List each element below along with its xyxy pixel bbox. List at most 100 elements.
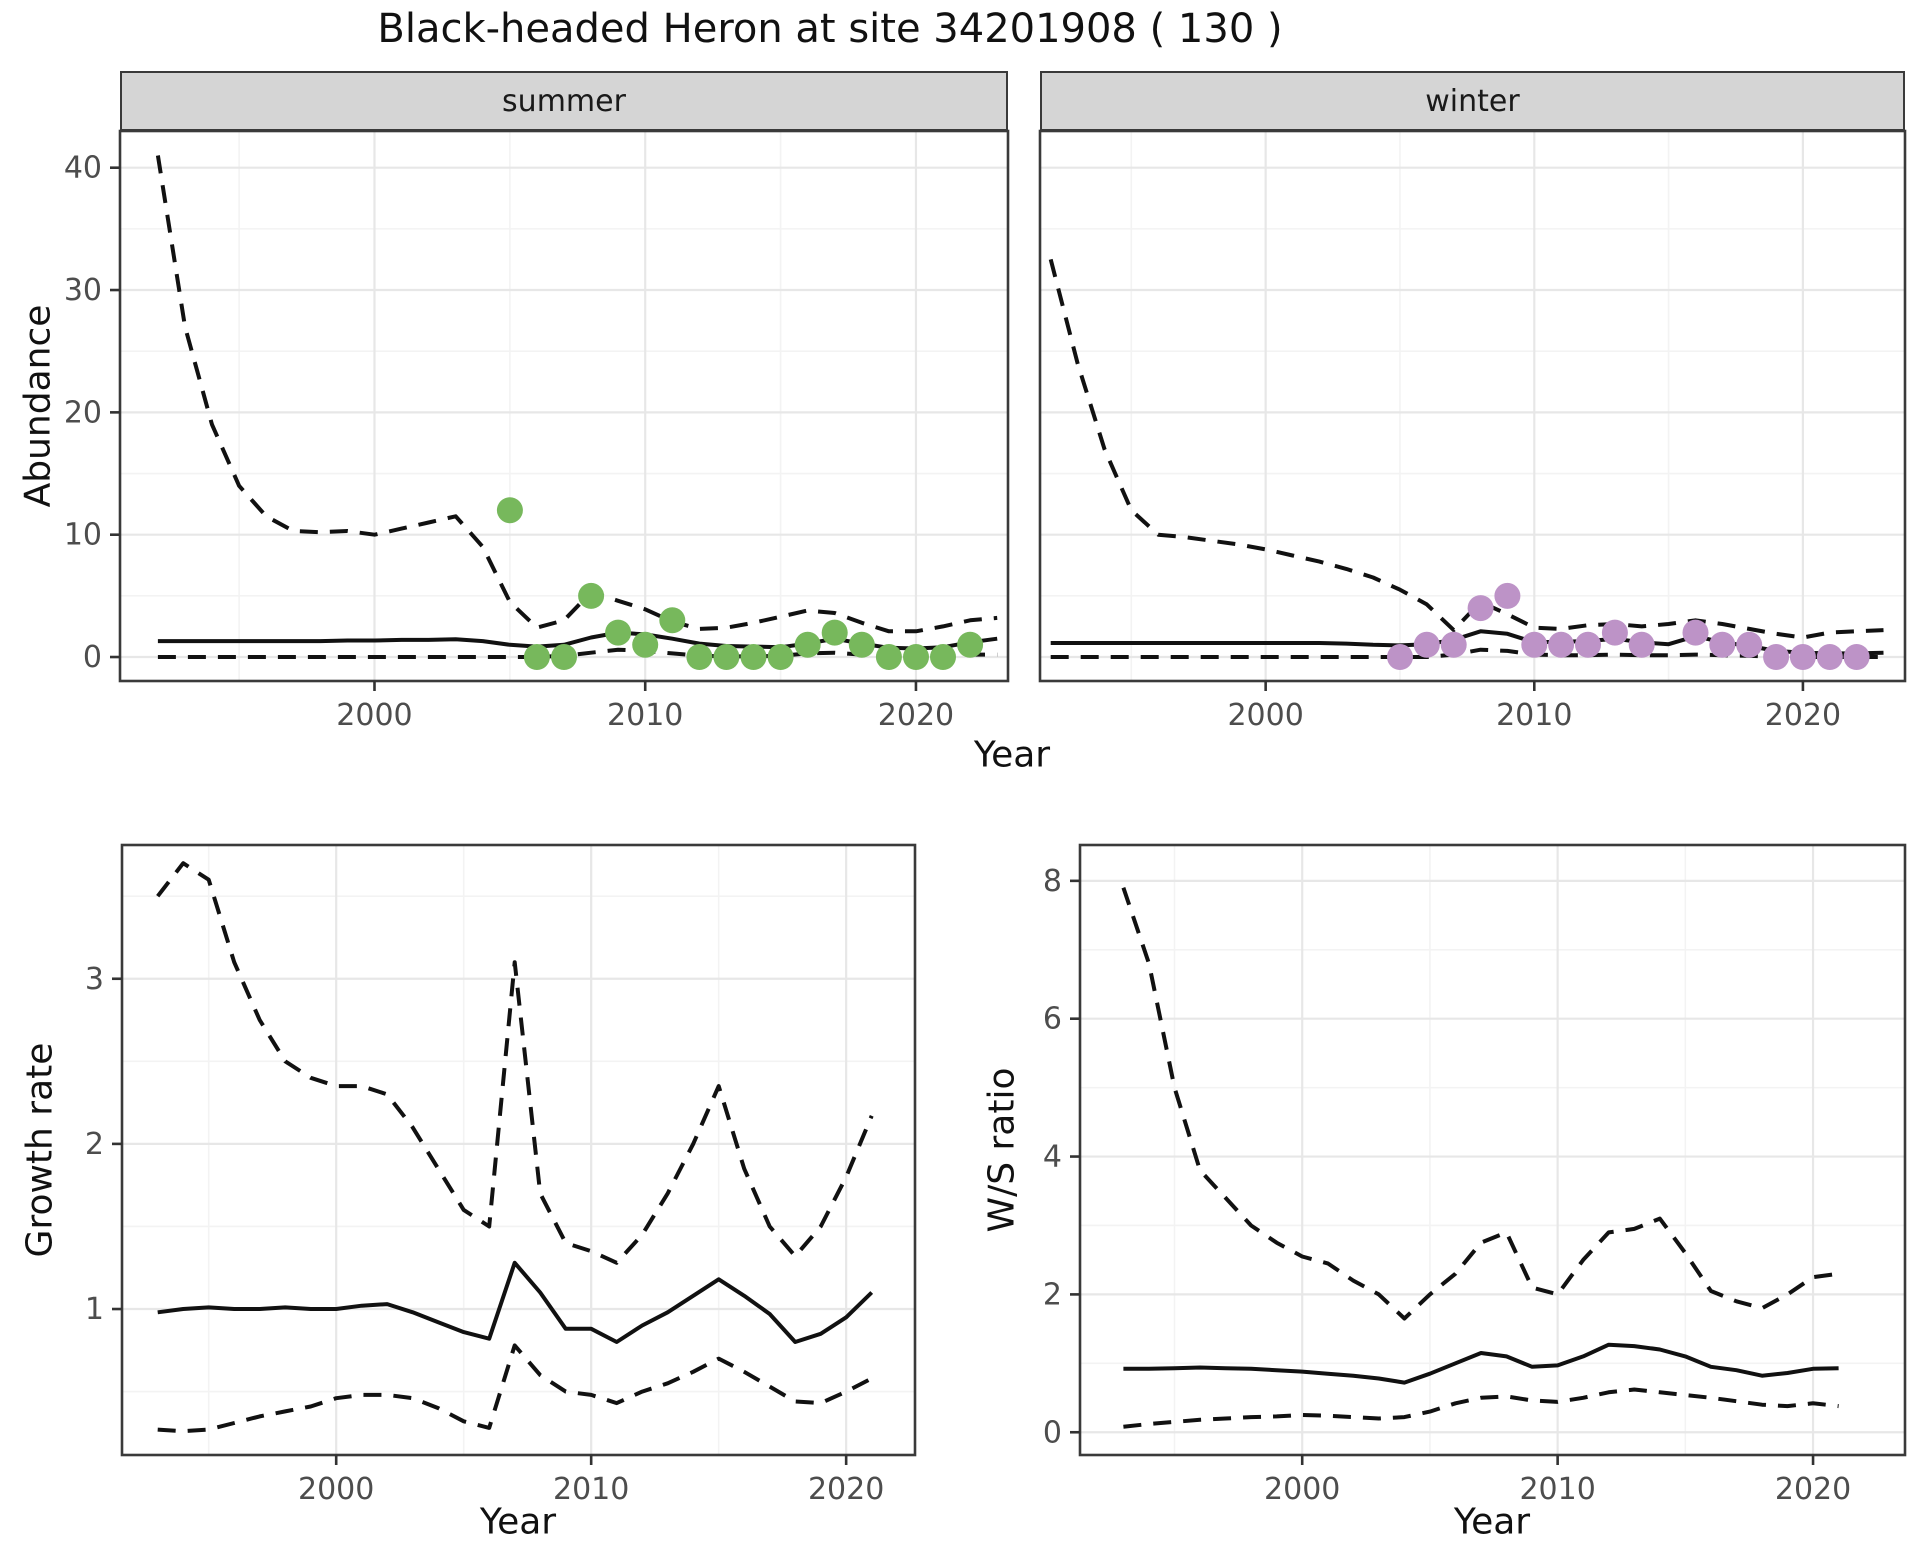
abundance_summer-y-tick-label: 30 (64, 273, 102, 308)
abundance_winter-point (1682, 619, 1709, 646)
x-axis-label-year-top: Year (973, 734, 1051, 776)
abundance_winter-point (1548, 631, 1575, 658)
chart-abundance_summer: 2000 2010 2020 0 10 20 30 40 (64, 129, 1010, 733)
ws_ratio-x-tick-label: 2000 (1264, 1472, 1340, 1507)
abundance_summer-y-tick-label: 10 (64, 518, 102, 553)
abundance_summer-panel-border (118, 129, 1010, 683)
abundance_summer-x-tick-label: 2020 (878, 698, 954, 733)
growth_rate-y-tick-label: 1 (85, 1292, 104, 1327)
abundance_summer-point (848, 631, 875, 658)
abundance_summer-point (740, 644, 767, 670)
y-axis-label-ws-ratio: W/S ratio (981, 1067, 1023, 1233)
abundance_summer-grid (120, 131, 1008, 681)
x-axis-label-year-ws: Year (1453, 1501, 1531, 1543)
growth_rate-axis-ticks: 2000 2010 2020 1 2 3 (85, 962, 884, 1507)
abundance_summer-point (523, 644, 550, 670)
abundance_summer-point (632, 631, 659, 658)
ws_ratio-y-tick-label: 2 (1043, 1277, 1062, 1312)
abundance_winter-point (1736, 631, 1763, 658)
abundance_winter-point (1843, 644, 1870, 670)
facet-strip-winter: winter (1040, 71, 1905, 131)
growth_rate-y-tick-label: 2 (85, 1127, 104, 1162)
abundance_winter-axis-ticks: 2000 2010 2020 (1227, 681, 1841, 733)
abundance_summer-point (713, 644, 740, 670)
x-axis-label-year-growth: Year (479, 1501, 557, 1543)
abundance_summer-point (767, 644, 794, 670)
growth_rate-median-line (157, 1260, 874, 1344)
growth_rate-upper_95ci-line (156, 861, 874, 1265)
abundance_summer-x-tick-label: 2000 (336, 698, 412, 733)
growth_rate-x-tick-label: 2010 (553, 1472, 629, 1507)
ws_ratio-trend-lines (1121, 887, 1839, 1429)
growth_rate-x-tick-label: 2000 (298, 1472, 374, 1507)
chart-title: Black-headed Heron at site 34201908 ( 13… (377, 6, 1283, 52)
growth_rate-panel-border (120, 843, 917, 1457)
abundance_summer-point (957, 631, 984, 658)
ws_ratio-upper_95ci-line (1121, 887, 1839, 1321)
abundance_summer-upper_95ci-line (155, 155, 998, 634)
abundance_summer-observed-points (496, 497, 984, 670)
abundance_winter-x-tick-label: 2010 (1496, 698, 1572, 733)
abundance_summer-axis-ticks: 2000 2010 2020 0 10 20 30 40 (64, 151, 954, 733)
abundance_winter-point (1440, 631, 1467, 658)
abundance_summer-point (794, 631, 821, 658)
ws_ratio-x-tick-label: 2010 (1519, 1472, 1595, 1507)
abundance_winter-point (1601, 619, 1628, 646)
abundance_summer-point (496, 497, 523, 524)
abundance_winter-x-tick-label: 2000 (1227, 698, 1303, 733)
abundance_winter-point (1521, 631, 1548, 658)
abundance_winter-point (1467, 595, 1494, 622)
facet-strip-summer-label: summer (502, 83, 626, 119)
chart-growth_rate: 2000 2010 2020 1 2 3 (85, 843, 917, 1507)
abundance_summer-point (903, 644, 929, 670)
growth_rate-lower_95ci-line (157, 1343, 873, 1434)
ws_ratio-median-line (1123, 1342, 1839, 1385)
ws_ratio-axis-ticks: 2000 2010 2020 0 2 4 6 8 (1043, 864, 1851, 1507)
abundance_summer-y-tick-label: 20 (64, 395, 102, 430)
ws_ratio-y-tick-label: 6 (1043, 1002, 1062, 1037)
abundance_summer-y-tick-label: 40 (64, 151, 102, 186)
ws_ratio-grid (1080, 845, 1905, 1455)
chart-ws_ratio: 2000 2010 2020 0 2 4 6 8 (1043, 843, 1907, 1507)
abundance_summer-point (875, 644, 902, 670)
abundance_winter-upper_95ci-line (1048, 258, 1884, 640)
abundance_winter-x-tick-label: 2020 (1765, 698, 1841, 733)
abundance_summer-point (605, 619, 632, 646)
ws_ratio-panel-border (1078, 843, 1907, 1457)
growth_rate-x-tick-label: 2020 (808, 1472, 884, 1507)
abundance_winter-point (1575, 631, 1601, 658)
abundance_summer-point (578, 582, 605, 609)
abundance_summer-panel-background (120, 131, 1008, 681)
ws_ratio-lower_95ci-line (1123, 1387, 1839, 1429)
abundance_summer-x-tick-label: 2010 (607, 698, 683, 733)
abundance_winter-observed-points (1387, 582, 1870, 670)
growth_rate-panel-background (122, 845, 915, 1455)
ws_ratio-y-tick-label: 0 (1043, 1415, 1062, 1450)
abundance_winter-point (1816, 644, 1843, 670)
facet-strip-winter-label: winter (1425, 83, 1520, 119)
abundance_summer-point (930, 644, 956, 670)
abundance_winter-point (1413, 631, 1440, 658)
facet-strip-summer: summer (120, 71, 1008, 131)
ws_ratio-y-tick-label: 4 (1043, 1140, 1062, 1175)
ws_ratio-x-tick-label: 2020 (1775, 1472, 1851, 1507)
ws_ratio-y-tick-label: 8 (1043, 864, 1062, 899)
abundance_winter-panel-border (1038, 129, 1907, 683)
chart-abundance_winter: 2000 2010 2020 (1038, 129, 1907, 733)
abundance_summer-y-tick-label: 0 (83, 640, 102, 675)
abundance_winter-point (1763, 644, 1790, 670)
growth_rate-trend-lines (156, 861, 874, 1434)
abundance_winter-point (1789, 644, 1816, 670)
abundance_winter-point (1709, 631, 1736, 658)
abundance_winter-panel-background (1040, 131, 1905, 681)
abundance_summer-point (551, 644, 577, 670)
abundance_summer-point (821, 619, 848, 646)
abundance_summer-point (686, 644, 713, 670)
abundance_winter-point (1494, 582, 1521, 609)
abundance_winter-point (1387, 644, 1413, 670)
growth_rate-y-tick-label: 3 (85, 962, 104, 997)
y-axis-label-abundance: Abundance (17, 304, 59, 508)
abundance_winter-point (1628, 631, 1655, 658)
